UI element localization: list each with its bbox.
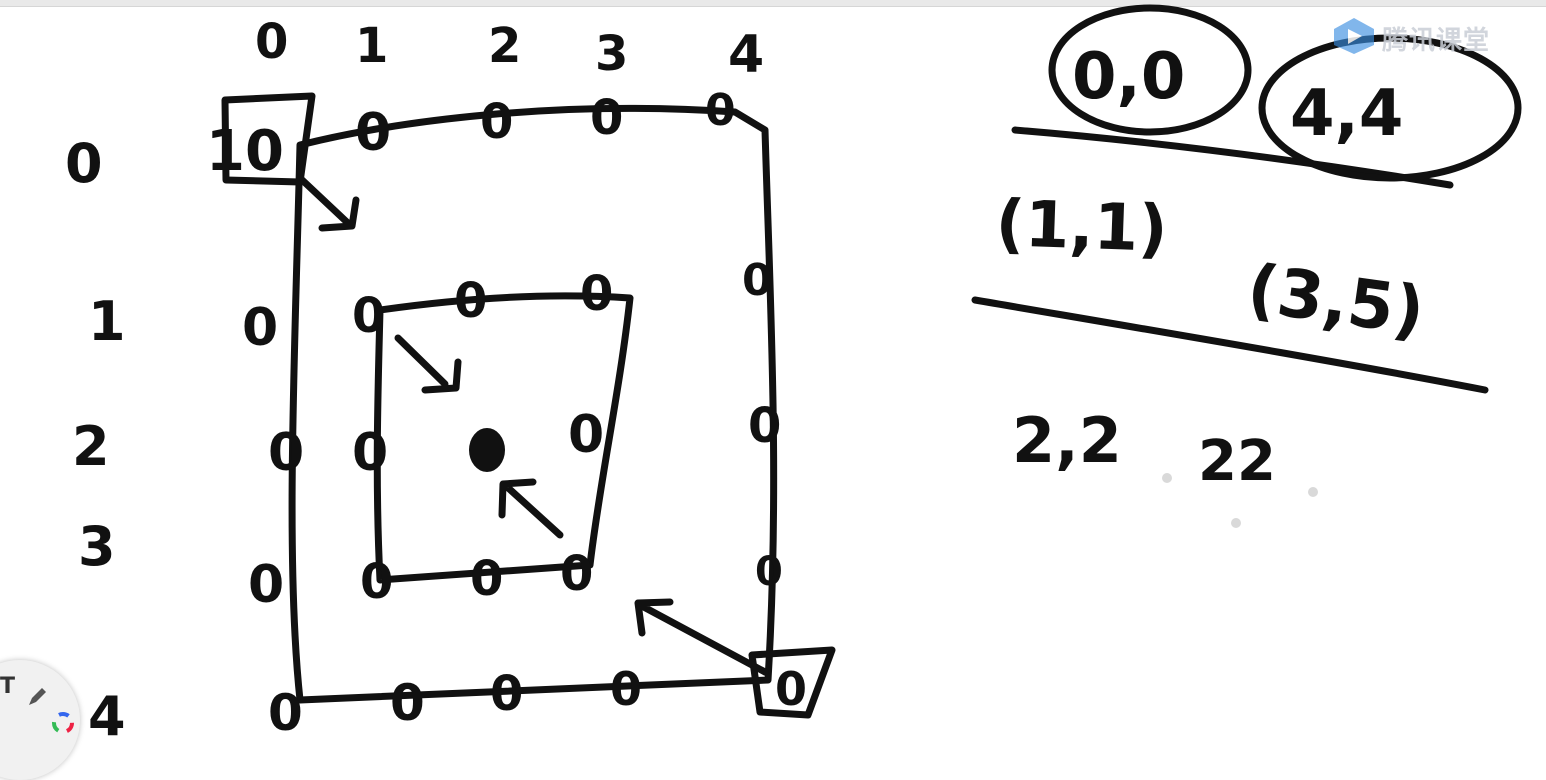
underline-2: [971, 296, 1489, 394]
note-line-3a: 2,2: [1012, 404, 1122, 477]
watermark-text: 腾讯课堂: [1382, 25, 1491, 56]
end-cell-box: [748, 646, 836, 719]
grid-cell: 0: [748, 398, 781, 454]
column-label: 1: [355, 18, 388, 74]
grid-cell: 0: [355, 103, 391, 163]
inner-loop-path: [373, 292, 634, 584]
grid-cell: 0: [242, 298, 278, 358]
note-line-3b: 22: [1198, 429, 1276, 494]
row-label: 0: [65, 132, 103, 195]
pen-icon[interactable]: [26, 686, 48, 712]
column-label: 4: [728, 25, 764, 85]
grid-cell: 0: [742, 255, 773, 306]
grid-cell: 0: [568, 405, 604, 465]
grid-cell: 0: [610, 662, 642, 716]
row-label: 4: [88, 685, 126, 739]
outer-loop-path: [288, 104, 778, 704]
row-label: 2: [72, 415, 110, 478]
grid-cell: 0: [248, 555, 284, 615]
grid-cell: 0: [580, 266, 613, 322]
grid-cell: 0: [352, 423, 388, 483]
whiteboard-canvas[interactable]: 0 1 2 3 4 0 1 2 3 4 10 0 0 0 0 0 0 0 0 0…: [0, 0, 1546, 739]
grid-cell: 0: [454, 273, 487, 329]
note-pair-1: (1,1): [994, 187, 1168, 267]
grid-cell: 0: [775, 662, 807, 716]
watermark: 腾讯课堂: [1332, 16, 1490, 60]
grid-cell: 0: [705, 85, 736, 136]
grid-cell: 0: [490, 666, 523, 722]
grid-cell: 0: [590, 90, 623, 146]
grey-dot: [1231, 518, 1241, 528]
arrow-outer-up: [634, 598, 769, 676]
grey-dot: [1308, 487, 1318, 497]
note-corner-a: 0,0: [1072, 40, 1185, 114]
circle-corner-b: [1258, 34, 1522, 182]
arrow-outer-down: [296, 174, 360, 232]
text-tool-button[interactable]: T: [0, 674, 16, 699]
grid-cell: 0: [352, 288, 385, 344]
note-pair-2: (3,5): [1243, 250, 1429, 351]
column-label: 3: [595, 26, 628, 82]
grid-cell: 0: [390, 674, 425, 732]
grid-cell: 0: [480, 94, 513, 150]
cell-start-value: 10: [206, 119, 284, 184]
grid-cell: 0: [360, 554, 393, 610]
column-label: 2: [488, 18, 521, 74]
grey-dot: [1162, 473, 1172, 483]
circle-corner-a: [1048, 4, 1252, 136]
arrow-inner-up: [498, 478, 564, 539]
grid-cell: 0: [268, 423, 304, 483]
row-label: 1: [88, 290, 126, 353]
window-top-bar: [0, 0, 1546, 7]
column-label: 0: [255, 14, 288, 70]
tencent-classroom-logo-icon: [1332, 16, 1376, 60]
color-wheel-icon[interactable]: [52, 712, 74, 738]
grid-cell: 0: [470, 551, 503, 607]
row-label: 3: [78, 515, 116, 578]
grid-cell: 0: [560, 546, 593, 602]
grid-cell: 0: [755, 549, 783, 595]
center-dot: [469, 428, 505, 472]
note-corner-b: 4,4: [1290, 77, 1403, 151]
arrow-inner-down: [394, 334, 462, 394]
grid-cell: 0: [268, 684, 303, 739]
